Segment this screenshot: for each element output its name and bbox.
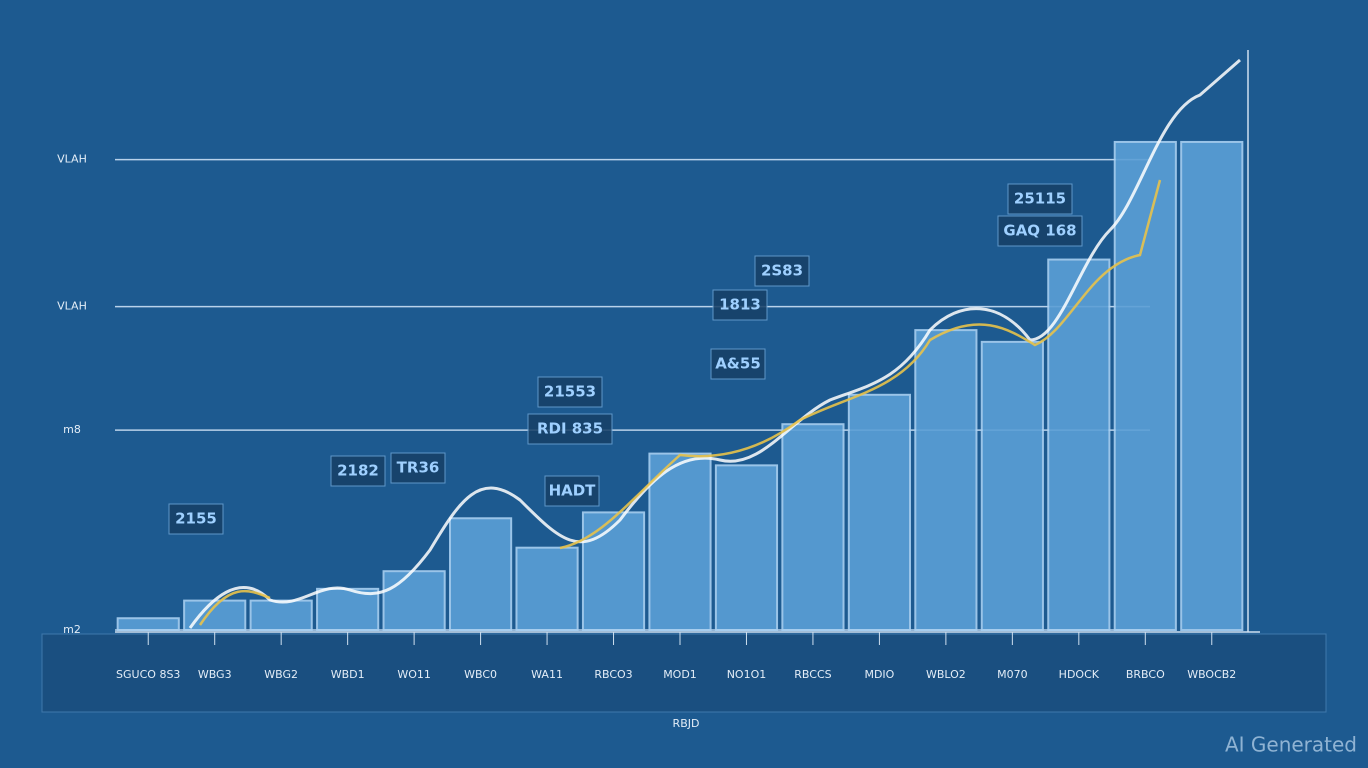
- x-tick-label: MOD1: [663, 668, 697, 681]
- callout-box: [710, 348, 766, 380]
- annotation: 2S83: [761, 262, 803, 280]
- watermark: AI Generated: [1225, 733, 1357, 757]
- x-tick-label: WBD1: [331, 668, 365, 681]
- decorative-curve: [188, 58, 1241, 629]
- annotation: 21553: [544, 383, 596, 401]
- bar: [316, 587, 380, 632]
- callout-box: [330, 455, 386, 487]
- bar: [1180, 140, 1244, 632]
- x-tick-label: SGUCO 8S3: [116, 668, 180, 681]
- callout-box: [997, 215, 1083, 247]
- bar: [1047, 258, 1111, 631]
- bar: [1113, 140, 1177, 632]
- callout-box: [527, 413, 613, 445]
- callout-box: [712, 289, 768, 321]
- y-tick-label: m8: [63, 423, 81, 436]
- x-tick-label: WO11: [397, 668, 431, 681]
- callout-box: [1007, 183, 1073, 215]
- x-tick-label: MDIO: [864, 668, 894, 681]
- bar: [515, 546, 579, 631]
- x-tick-label: BRBCO: [1126, 668, 1165, 681]
- x-tick-label: NO1O1: [727, 668, 767, 681]
- x-tick-label: WBLO2: [926, 668, 966, 681]
- bar: [581, 511, 646, 632]
- callout-box: [754, 255, 810, 287]
- annotation: 2182: [337, 462, 379, 480]
- y-tick-label: VLAH: [57, 300, 87, 313]
- decorative-curve: [198, 179, 1162, 626]
- annotation: TR36: [397, 459, 440, 477]
- annotation: A&55: [715, 355, 761, 373]
- annotation: 1813: [719, 296, 761, 314]
- bar: [382, 570, 446, 632]
- bar: [847, 393, 911, 631]
- x-tick-label: WBC0: [464, 668, 497, 681]
- bar: [914, 329, 978, 631]
- x-tick-label: M070: [997, 668, 1028, 681]
- annotation: HADT: [549, 482, 597, 500]
- annotation: GAQ 168: [1003, 222, 1076, 240]
- y-tick-label: m2: [63, 623, 81, 636]
- annotation: RDI 835: [537, 420, 603, 438]
- x-tick-label: RBCO3: [594, 668, 632, 681]
- x-tick-label: WBOCB2: [1187, 668, 1236, 681]
- x-tick-label: RBCCS: [794, 668, 831, 681]
- x-axis-label: RBJD: [673, 717, 700, 730]
- bar: [714, 464, 779, 631]
- bar: [116, 617, 180, 631]
- x-tick-label: WA11: [531, 668, 563, 681]
- bar: [980, 340, 1044, 631]
- x-tick-label: HDOCK: [1059, 668, 1100, 681]
- bar: [781, 423, 845, 632]
- x-tick-label: WBG2: [264, 668, 298, 681]
- callout-box: [390, 452, 446, 484]
- callout-box: [168, 503, 224, 535]
- y-tick-label: VLAH: [57, 153, 87, 166]
- callout-box: [544, 475, 600, 507]
- bar: [449, 517, 513, 632]
- callout-box: [537, 376, 603, 408]
- bar: [648, 452, 712, 631]
- x-axis-band: [41, 633, 1327, 713]
- annotation: 25115: [1014, 190, 1066, 208]
- x-tick-label: WBG3: [198, 668, 232, 681]
- annotation: 2155: [175, 510, 217, 528]
- bar: [249, 599, 313, 631]
